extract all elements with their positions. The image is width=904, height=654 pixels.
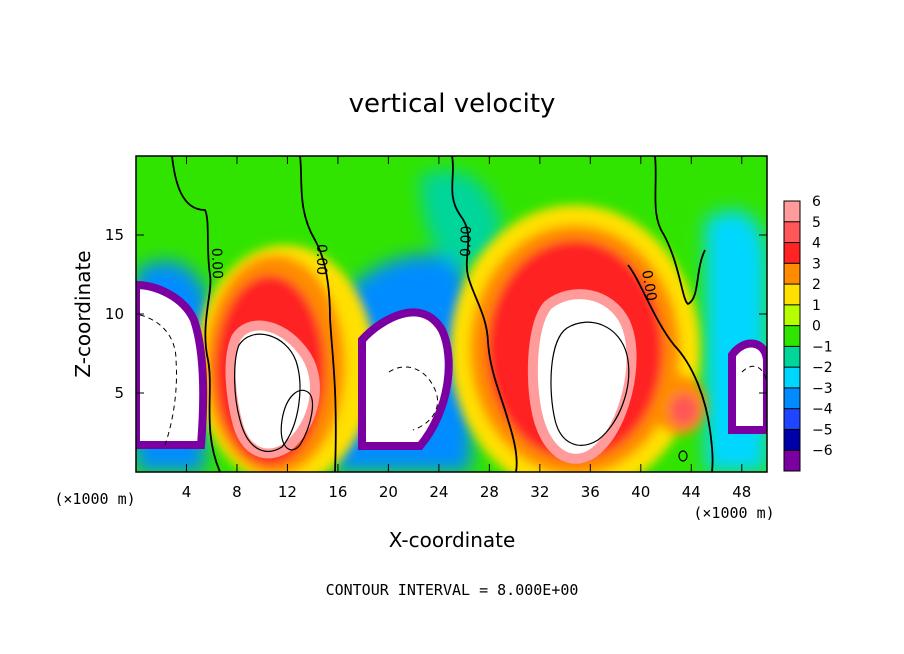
- zero-contour-4: [654, 156, 706, 306]
- left-secondary-contour: [280, 389, 313, 451]
- contour-label-1: 0.00: [208, 248, 225, 280]
- contour-label-2: 0.00: [313, 244, 329, 275]
- x-tick-label: 20: [379, 483, 398, 501]
- small-plume-red: [670, 394, 698, 426]
- x-tick-label: 8: [232, 483, 242, 501]
- colorbar-boxes: [784, 201, 800, 472]
- colorbar-tick-label: 3: [812, 256, 821, 272]
- x-tick-label: 24: [429, 483, 448, 501]
- y-axis-units: (×1000 m): [54, 490, 135, 508]
- colorbar-tick-label: 2: [812, 277, 821, 293]
- colorbar-tick-label: 6: [812, 194, 821, 210]
- positive-contours: [234, 321, 688, 462]
- colorbar-ticks: 6 5 4 3 2 1 0 −1 −2 −3 −4 −5 −6: [784, 194, 833, 459]
- negative-contour-left: [139, 314, 177, 449]
- colorbar-swatch: [784, 387, 800, 410]
- colorbar-swatch: [784, 201, 800, 223]
- negative-contour-right: [741, 365, 767, 383]
- colorbar-swatch: [784, 429, 800, 451]
- colorbar-tick-label: −2: [812, 360, 833, 376]
- upper-neutral-zone: [420, 170, 502, 266]
- x-tick-label: 12: [278, 483, 297, 501]
- colorbar-tick-label: 5: [812, 215, 821, 231]
- strong-updraft-cores: [225, 289, 637, 464]
- y-tick-label: 5: [114, 384, 124, 402]
- colorbar-tick-label: 0: [812, 319, 821, 335]
- x-tick-label: 36: [581, 483, 600, 501]
- negative-contours: [139, 314, 767, 449]
- x-axis-label: X-coordinate: [389, 528, 516, 552]
- zero-contour-3: [451, 156, 518, 472]
- colorbar-tick-label: 1: [812, 298, 821, 314]
- x-tick-label: 32: [530, 483, 549, 501]
- contour-interval-label: CONTOUR INTERVAL = 8.000E+00: [326, 581, 579, 599]
- colorbar-tick-label: −1: [812, 339, 833, 355]
- x-tick-label: 4: [182, 483, 192, 501]
- x-tick-label: 28: [480, 483, 499, 501]
- colorbar-swatch: [784, 242, 800, 264]
- y-tick-label: 10: [105, 305, 124, 323]
- zero-contour-1: [171, 156, 221, 472]
- colorbar-tick-label: −3: [812, 381, 833, 397]
- colorbar-swatch: [784, 325, 800, 347]
- contour-label-3: 0.00: [458, 225, 475, 257]
- x-tick-label: 16: [328, 483, 347, 501]
- strong-downdraft-cores: [136, 280, 767, 450]
- negative-contour-center: [388, 366, 438, 431]
- right-positive-contour: [550, 321, 630, 446]
- colorbar-swatch: [784, 284, 800, 306]
- right-downdraft: [728, 339, 767, 434]
- colorbar-swatch: [784, 304, 800, 327]
- left-positive-contour: [234, 333, 301, 452]
- tiny-positive-contour: [678, 450, 688, 462]
- colorbar-swatch: [784, 367, 800, 389]
- colorbar-tick-label: 4: [812, 236, 821, 252]
- x-axis-ticks: 4 8 12 16 20 24 28 32 36 40 44 48: [182, 156, 751, 501]
- left-downdraft: [136, 280, 208, 449]
- zero-contour-5: [627, 264, 714, 472]
- colorbar-tick-label: −4: [812, 402, 833, 418]
- colorbar-swatch: [784, 450, 800, 472]
- plot-area: 0.00 0.00 0.00 0.00 4 8 12 16 20 24 28 32 36 40 44…: [105, 155, 768, 501]
- colorbar-tick-label: −6: [812, 443, 833, 459]
- colorbar: 6 5 4 3 2 1 0 −1 −2 −3 −4 −5 −6: [783, 194, 833, 472]
- colorbar-swatch: [784, 263, 800, 285]
- x-tick-label: 48: [732, 483, 751, 501]
- contour-labels: 0.00 0.00 0.00 0.00: [208, 225, 659, 302]
- x-tick-label: 44: [682, 483, 701, 501]
- left-core: [225, 320, 320, 459]
- zero-contours: [171, 156, 714, 472]
- x-axis-units: (×1000 m): [693, 504, 774, 522]
- chart-title: vertical velocity: [349, 89, 556, 119]
- contour-label-4: 0.00: [638, 269, 659, 302]
- center-downdraft: [358, 308, 453, 450]
- x-tick-label: 40: [631, 483, 650, 501]
- zero-contour-2: [299, 156, 337, 472]
- colorbar-swatch: [784, 408, 800, 430]
- colorbar-swatch: [784, 346, 800, 368]
- y-axis-label: Z-coordinate: [71, 250, 95, 377]
- colorbar-tick-label: −5: [812, 422, 833, 438]
- heatmap-field: 0.00 0.00 0.00 0.00: [136, 156, 767, 472]
- colorbar-swatch: [784, 221, 800, 243]
- y-axis-ticks: 5 10 15: [105, 226, 767, 402]
- y-tick-label: 15: [105, 226, 124, 244]
- right-core: [527, 289, 637, 464]
